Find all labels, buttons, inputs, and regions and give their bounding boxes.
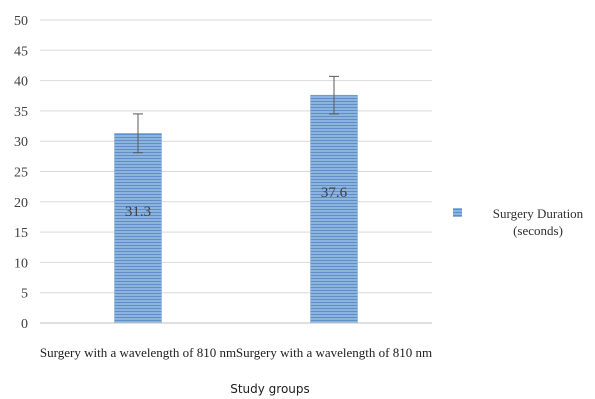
x-category-label: Surgery with a wavelength of 810 nm [236, 345, 432, 360]
legend-swatch [453, 208, 462, 217]
gridlines [40, 19, 432, 294]
x-category-label: Surgery with a wavelength of 810 nm [40, 345, 236, 360]
legend-label-line1: Surgery Duration [493, 206, 584, 221]
bar [310, 94, 358, 324]
y-tick-label: 0 [21, 317, 28, 332]
data-label: 31.3 [125, 204, 151, 220]
y-tick-label: 35 [14, 105, 28, 120]
error-bars [133, 75, 339, 154]
y-tick-label: 10 [14, 256, 28, 271]
data-labels: 31.3 37.6 [125, 185, 348, 220]
data-label: 37.6 [321, 185, 348, 201]
legend: Surgery Duration (seconds) [453, 206, 584, 238]
bars [114, 94, 358, 324]
bar [114, 133, 162, 324]
x-axis-title: Study groups [230, 382, 310, 396]
legend-label-line2: (seconds) [513, 223, 563, 238]
y-tick-label: 30 [14, 135, 28, 150]
y-tick-label: 45 [14, 44, 28, 59]
y-tick-label: 25 [14, 166, 28, 181]
y-tick-label: 50 [14, 14, 28, 29]
y-axis-ticks: 0 5 10 15 20 25 30 35 40 45 50 [14, 14, 28, 332]
y-tick-label: 40 [14, 75, 28, 90]
y-tick-label: 15 [14, 226, 28, 241]
y-tick-label: 5 [21, 287, 28, 302]
x-axis-category-labels: Surgery with a wavelength of 810 nm Surge… [40, 345, 432, 360]
y-tick-label: 20 [14, 196, 28, 211]
